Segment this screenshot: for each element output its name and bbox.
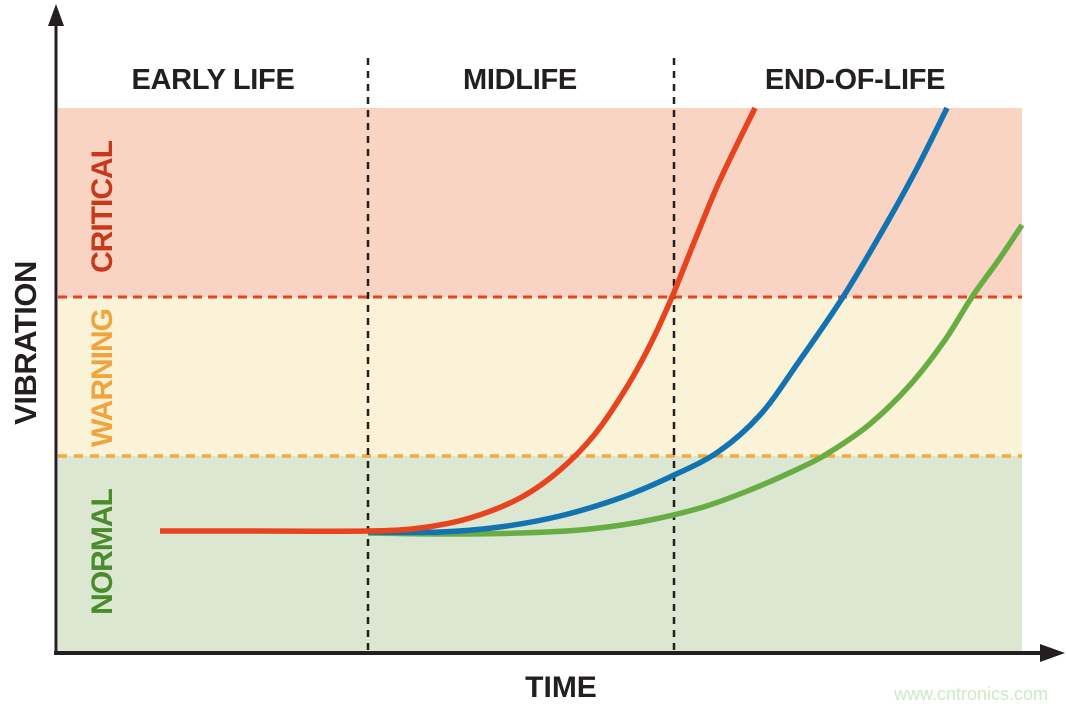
blue-curve (367, 106, 950, 536)
red-curve (160, 106, 758, 534)
phase-label-midlife: MIDLIFE (463, 64, 577, 96)
x-axis-label: TIME (525, 671, 597, 704)
zone-label-warning: WARNING (86, 309, 119, 447)
phase-label-early-life: EARLY LIFE (132, 64, 295, 96)
y-axis-arrowhead-icon (48, 4, 64, 26)
green-curve (367, 223, 1025, 537)
watermark-text: www.cntronics.com (893, 684, 1048, 704)
x-axis-arrowhead-icon (1040, 644, 1065, 662)
warning-band (58, 297, 1022, 456)
zone-label-critical: CRITICAL (86, 140, 119, 273)
phase-label-end-of-life: END-OF-LIFE (765, 64, 945, 96)
critical-band (58, 108, 1022, 297)
y-axis-label: VIBRATION (8, 261, 43, 425)
zone-label-normal: NORMAL (86, 489, 119, 615)
